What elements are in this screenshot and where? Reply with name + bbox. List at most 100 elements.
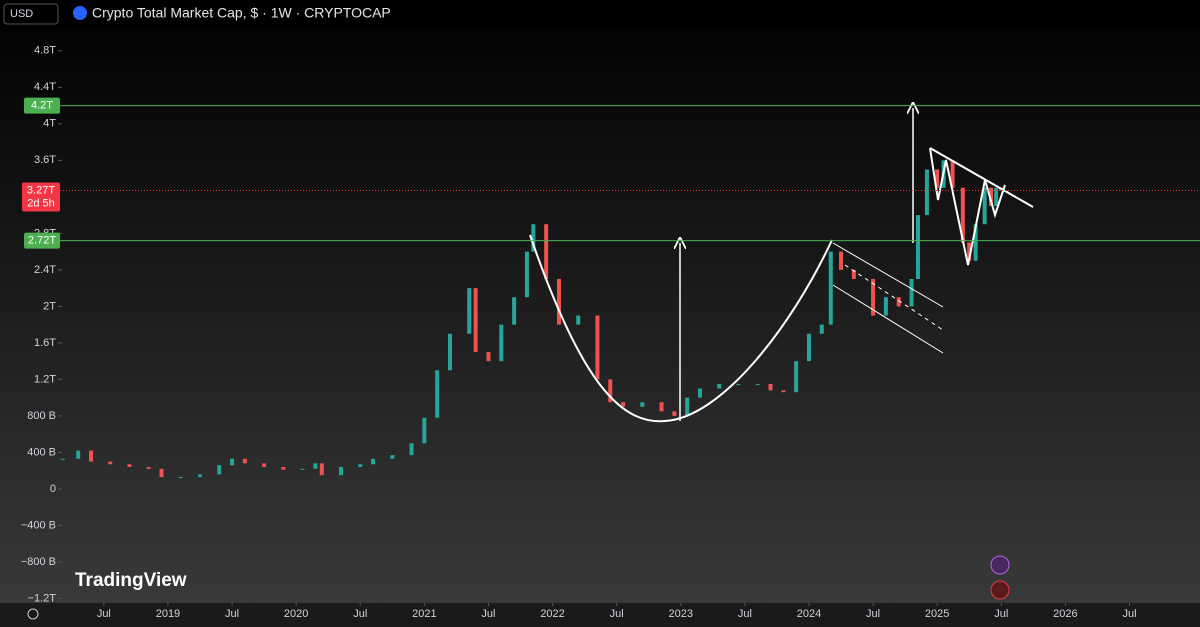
candle [409, 443, 414, 456]
y-tick-label: 2.4T [34, 264, 56, 276]
channel-line [832, 242, 944, 308]
y-tick-label: 4.4T [34, 81, 56, 93]
candle [717, 383, 722, 389]
trend-line [929, 147, 1034, 208]
x-tick-label: 2025 [925, 608, 949, 620]
x-tick-label: 2019 [156, 608, 180, 620]
x-tick-label: Jul [353, 608, 367, 620]
candle [486, 352, 491, 362]
y-tick-label: 1.2T [34, 373, 56, 385]
candle [935, 169, 940, 188]
candle [300, 468, 305, 470]
candle [422, 417, 427, 444]
x-tick-label: Jul [610, 608, 624, 620]
x-tick-label: Jul [97, 608, 111, 620]
candle [127, 464, 132, 468]
x-tick-label: 2021 [412, 608, 436, 620]
candle [960, 187, 965, 243]
y-tick-label: 1.6T [34, 337, 56, 349]
candle [198, 474, 202, 478]
candle [262, 463, 267, 468]
candle [281, 467, 286, 470]
x-axis: Jul 2019 Jul 2020 Jul 2021 Jul 2022 Jul 2023 Jul 20… [97, 603, 1137, 620]
candle [313, 463, 318, 469]
chart-title: Crypto Total Market Cap, $ · 1W · CRYPTO… [92, 5, 391, 21]
candle [319, 463, 324, 476]
candle [839, 251, 844, 270]
x-axis-bar [0, 603, 1200, 627]
candle [828, 251, 833, 325]
y-tick-label: 0 [50, 483, 56, 495]
candle [640, 402, 645, 407]
x-tick-label: Jul [866, 608, 880, 620]
settings[interactable] [27, 608, 39, 620]
last-price-label: 3.27T [27, 184, 55, 196]
candle [819, 324, 824, 334]
candle [909, 278, 914, 307]
y-tick-label: 400 B [27, 446, 56, 458]
candle [230, 458, 235, 466]
x-tick-label: 2026 [1053, 608, 1077, 620]
currency-box[interactable] [3, 3, 59, 25]
level-label: 2.72T [28, 235, 56, 247]
candle [672, 411, 677, 416]
drawings [529, 108, 1034, 423]
candle [973, 224, 978, 261]
candle [595, 315, 600, 380]
countdown: 2d 5h [27, 197, 55, 209]
channel-mid [844, 264, 944, 331]
icon[interactable] [990, 580, 1010, 600]
candle [178, 477, 183, 479]
currency: USD [10, 8, 33, 20]
candle [794, 361, 799, 393]
candle [871, 278, 876, 316]
header-bar [0, 0, 1200, 28]
candle [621, 402, 626, 407]
y-tick-label: −800 B [21, 556, 56, 568]
candle [950, 160, 955, 188]
candle [242, 458, 247, 464]
candle [556, 278, 561, 325]
candle [76, 450, 81, 459]
candle [576, 315, 581, 325]
candle [371, 458, 376, 465]
x-tick-label: 2024 [797, 608, 821, 620]
y-tick-label: −1.2T [28, 592, 57, 604]
candle [608, 379, 613, 403]
candle [851, 269, 856, 279]
candle [390, 455, 395, 459]
plot: −1.2T −800 B −400 B 0 400 B 800 B 1.2T 1.6T 2T 2.… [21, 45, 1004, 604]
symbol-icon [73, 6, 87, 20]
candle [806, 333, 811, 362]
x-tick-label: Jul [1122, 608, 1136, 620]
candle [512, 297, 517, 325]
level-box [24, 97, 60, 114]
candle [60, 458, 65, 460]
candle [339, 467, 344, 476]
y-tick-label: 2T [43, 300, 56, 312]
candle [544, 224, 549, 279]
candle [524, 251, 529, 298]
candle [89, 450, 94, 462]
candle [467, 288, 472, 334]
candle [448, 333, 452, 371]
level-label: 4.2T [31, 99, 53, 111]
candle [358, 464, 363, 468]
y-tick-label: −400 B [21, 519, 56, 531]
candle [435, 370, 440, 418]
candle [217, 465, 222, 475]
candle [883, 297, 888, 316]
x-tick-label: 2022 [540, 608, 564, 620]
zigzag [929, 147, 1006, 266]
x-tick-label: Jul [225, 608, 239, 620]
candle [736, 383, 741, 385]
candle [755, 383, 760, 385]
last-price-box [22, 182, 60, 212]
candle [924, 169, 929, 216]
icon[interactable] [990, 555, 1010, 575]
x-tick-label: 2020 [284, 608, 308, 620]
x-tick-label: Jul [481, 608, 495, 620]
candle [781, 390, 786, 393]
